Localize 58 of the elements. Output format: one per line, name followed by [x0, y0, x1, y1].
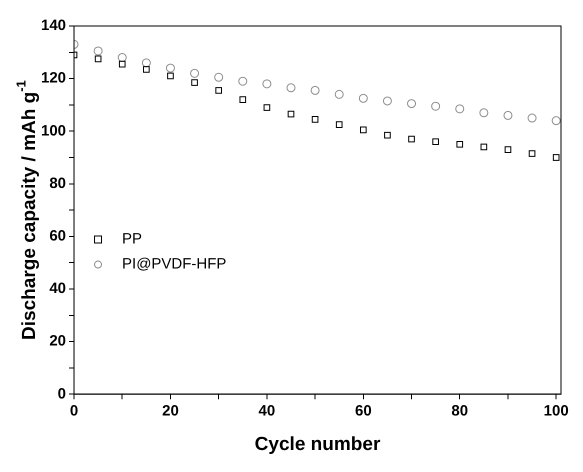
point [528, 114, 537, 123]
point [312, 116, 318, 123]
point [360, 126, 367, 134]
point [239, 96, 246, 103]
y-tick-label: 140 [40, 17, 66, 34]
point [142, 58, 151, 68]
point [432, 138, 439, 146]
point [480, 144, 488, 150]
x-tick-label: 60 [354, 402, 372, 420]
point [336, 121, 343, 128]
point [384, 132, 391, 138]
point [167, 72, 174, 80]
point [552, 116, 561, 126]
point [334, 90, 344, 99]
point [118, 60, 126, 68]
point [191, 79, 198, 86]
y-axis-title: Discharge capacity / mAh g-1 [14, 80, 40, 340]
x-tick-label: 0 [70, 402, 78, 420]
x-tick-label: 20 [162, 402, 179, 420]
point [143, 66, 150, 73]
point [504, 146, 512, 153]
point [166, 64, 175, 73]
point [407, 99, 416, 108]
point [238, 76, 248, 86]
point [288, 110, 294, 118]
point [408, 136, 415, 142]
legend-label: PI@PVDF-HFP [122, 256, 226, 273]
y-tick-label: 80 [49, 174, 66, 192]
point [286, 83, 296, 92]
x-tick-label: 40 [258, 402, 276, 420]
point [528, 150, 536, 157]
point [503, 110, 512, 120]
point [118, 53, 127, 62]
y-tick-label: 60 [49, 228, 66, 245]
x-tick-label: 100 [544, 402, 569, 420]
point [264, 104, 270, 111]
point [456, 141, 464, 148]
y-tick-label: 0 [58, 385, 66, 402]
point [479, 108, 488, 118]
y-tick-label: 120 [40, 70, 66, 87]
point [214, 72, 224, 82]
point [431, 102, 440, 111]
point [190, 68, 200, 78]
x-axis-title: Cycle number [254, 434, 381, 455]
point [552, 154, 560, 161]
y-tick-label: 20 [49, 332, 66, 350]
point [262, 79, 272, 88]
point [94, 46, 103, 56]
point [215, 87, 222, 94]
x-tick-label: 80 [451, 402, 468, 420]
point [358, 94, 368, 103]
point [382, 96, 392, 106]
y-tick-label: 40 [49, 280, 66, 298]
legend-label: PP [122, 230, 142, 248]
point [310, 86, 320, 95]
y-tick-label: 100 [40, 122, 66, 140]
point [455, 104, 464, 114]
point [94, 56, 102, 62]
